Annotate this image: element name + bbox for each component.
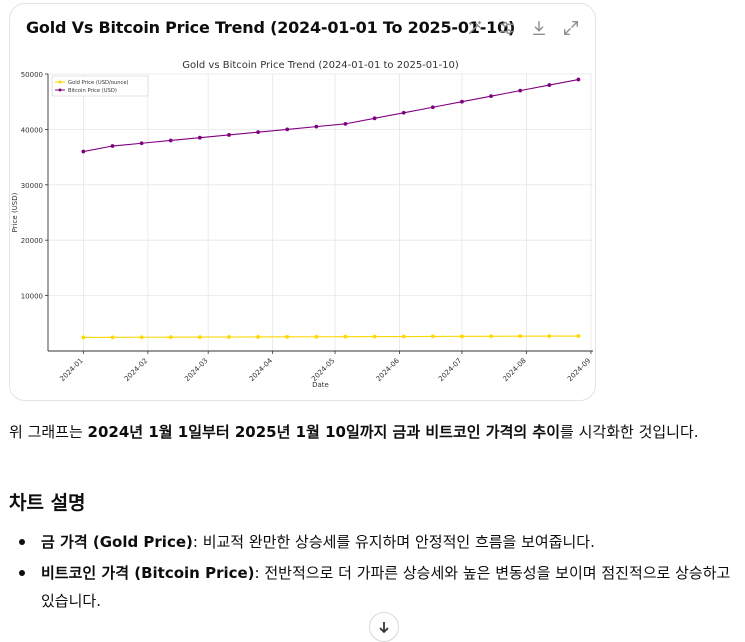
data-point — [401, 334, 406, 339]
scroll-down-button[interactable] — [369, 612, 399, 642]
y-tick-label: 20000 — [21, 237, 43, 245]
data-point — [489, 94, 493, 99]
data-point — [81, 335, 86, 340]
x-tick-label: 2024-08 — [502, 357, 528, 383]
legend-marker — [58, 80, 62, 84]
data-point — [256, 130, 260, 135]
legend-label: Bitcoin Price (USD) — [68, 88, 117, 94]
data-point — [430, 105, 435, 110]
data-point — [518, 334, 523, 339]
x-tick-label: 2024-06 — [375, 356, 402, 383]
data-point — [139, 335, 144, 340]
data-point — [518, 88, 523, 93]
y-tick-label: 40000 — [21, 126, 43, 134]
series-line — [83, 335, 579, 338]
chart-card: Gold Vs Bitcoin Price Trend (2024-01-01 … — [9, 3, 596, 401]
x-tick-label: 2024-02 — [123, 357, 149, 383]
y-tick-label: 50000 — [21, 71, 43, 79]
bullet-desc: : 비교적 완만한 상승세를 유지하며 안정적인 흐름을 보여줍니다. — [192, 533, 595, 551]
data-point — [314, 334, 319, 339]
data-point — [460, 334, 464, 339]
data-point — [372, 334, 377, 339]
legend-marker — [58, 88, 62, 92]
data-point — [547, 334, 552, 338]
x-tick-label: 2024-03 — [183, 357, 209, 383]
data-point — [197, 135, 202, 140]
data-point — [110, 335, 115, 340]
series-line — [83, 78, 579, 153]
x-tick-label: 2024-09 — [566, 357, 592, 383]
data-point — [343, 334, 348, 339]
x-tick-label: 2024-01 — [58, 357, 84, 383]
bullet-term: 금 가격 (Gold Price) — [41, 533, 193, 551]
data-point — [110, 144, 115, 148]
data-point — [576, 334, 581, 338]
summary-paragraph: 위 그래프는 2024년 1월 1일부터 2025년 1월 10일까지 금과 비… — [9, 418, 739, 446]
y-tick-label: 10000 — [21, 293, 43, 301]
chart-card-title: Gold Vs Bitcoin Price Trend (2024-01-01 … — [26, 18, 516, 37]
data-point — [168, 138, 173, 143]
data-point — [430, 334, 435, 339]
x-tick-label: 2024-05 — [310, 357, 336, 383]
section-heading: 차트 설명 — [9, 492, 86, 514]
data-point — [81, 149, 86, 154]
arrow-down-icon — [379, 622, 389, 633]
x-axis-label: Date — [312, 381, 329, 389]
summary-bold: 2024년 1월 1일부터 2025년 1월 10일까지 금과 비트코인 가격의… — [87, 423, 561, 441]
magic-wand-icon[interactable] — [465, 18, 485, 38]
legend-label: Gold Price (USD/ounce) — [68, 80, 129, 86]
list-item: 금 가격 (Gold Price): 비교적 완만한 상승세를 유지하며 안정적… — [9, 528, 739, 556]
data-point — [227, 335, 231, 339]
legend-box — [51, 75, 149, 97]
download-icon[interactable] — [529, 18, 549, 38]
bullet-term: 비트코인 가격 (Bitcoin Price) — [41, 564, 255, 582]
y-axis-label: Price (USD) — [11, 192, 19, 232]
chart-title: Gold vs Bitcoin Price Trend (2024-01-01 … — [182, 60, 459, 71]
data-point — [256, 335, 260, 339]
y-tick-label: 30000 — [21, 182, 43, 190]
summary-prefix: 위 그래프는 — [9, 423, 88, 441]
list-item: 비트코인 가격 (Bitcoin Price): 전반적으로 더 가파른 상승세… — [9, 559, 739, 615]
data-point — [489, 334, 493, 339]
sliders-icon[interactable] — [497, 18, 517, 38]
data-point — [401, 110, 406, 115]
data-point — [314, 124, 319, 129]
data-point — [285, 127, 290, 132]
data-point — [343, 121, 348, 126]
summary-suffix: 를 시각화한 것입니다. — [560, 423, 699, 441]
data-point — [372, 116, 377, 121]
data-point — [576, 77, 581, 82]
data-point — [197, 335, 202, 339]
bullet-list: 금 가격 (Gold Price): 비교적 완만한 상승세를 유지하며 안정적… — [9, 528, 739, 618]
expand-icon[interactable] — [561, 18, 581, 38]
data-point — [227, 133, 231, 137]
data-point — [460, 99, 464, 104]
x-tick-label: 2024-07 — [437, 357, 463, 383]
bullet-desc: : 전반적으로 더 가파른 상승세와 높은 변동성을 보이며 점진적으로 상승하… — [41, 564, 731, 610]
data-point — [168, 335, 173, 340]
chart-toolbar — [465, 18, 581, 38]
data-point — [285, 334, 290, 339]
line-chart: Gold vs Bitcoin Price Trend (2024-01-01 … — [11, 60, 593, 389]
data-point — [547, 83, 552, 87]
data-point — [139, 141, 144, 146]
x-tick-label: 2024-04 — [248, 356, 275, 383]
